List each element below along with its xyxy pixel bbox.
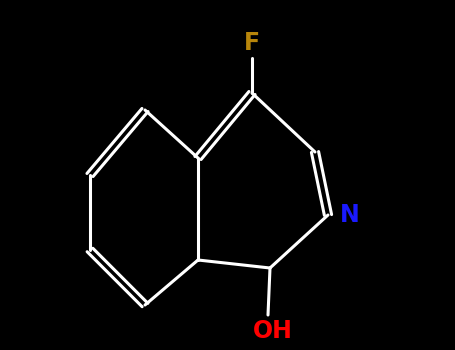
Text: F: F bbox=[244, 30, 260, 55]
Text: OH: OH bbox=[253, 318, 293, 343]
Text: N: N bbox=[339, 203, 359, 227]
